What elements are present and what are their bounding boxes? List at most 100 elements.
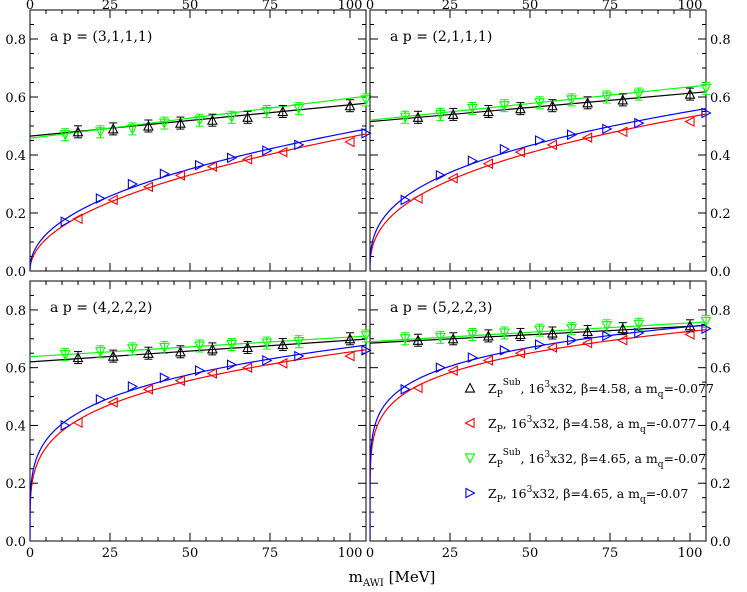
data-point (226, 112, 238, 123)
fit-line (370, 324, 706, 541)
data-point (277, 146, 288, 158)
x-tick-label-top: 25 (102, 0, 119, 13)
y-tick-label-right: 0.8 (710, 33, 731, 48)
data-point (534, 339, 546, 350)
data-point (482, 330, 494, 341)
y-tick-label-left: 0.8 (5, 304, 26, 319)
y-tick-label-right: 0.8 (710, 304, 731, 319)
x-tick-label-bottom: 50 (522, 546, 539, 561)
fit-line (370, 324, 706, 344)
data-point (159, 168, 171, 180)
data-point (399, 112, 411, 123)
panel-3: 0 25 50 75 100 0.0 0.2 0.4 0.6 0.8 a p = (4,2,2,2) (5, 280, 372, 561)
data-point (262, 355, 273, 366)
data-point (107, 350, 119, 361)
data-point (435, 362, 447, 374)
x-tick-label-top: 75 (262, 0, 279, 13)
data-point (107, 123, 119, 134)
data-point (602, 330, 613, 342)
data-point (534, 135, 546, 146)
x-axis-label-sub: AWI (362, 578, 384, 588)
data-point (400, 194, 411, 206)
data-point (634, 117, 645, 129)
legend: ZPSub, 163x32, β=4.58, a mq=-0.077 ZP, 16… (464, 378, 714, 505)
x-tick-label-bottom: 75 (602, 546, 619, 561)
x-tick-label-bottom: 75 (262, 546, 279, 561)
fit-line (30, 95, 366, 139)
fit-line (370, 107, 706, 271)
legend-marker (465, 487, 476, 499)
y-tick-label-right: 0.0 (710, 265, 731, 280)
data-point (126, 344, 138, 355)
data-point (546, 342, 558, 353)
data-point (412, 193, 423, 204)
data-point (582, 325, 594, 337)
y-tick-label-right: 0.4 (710, 419, 731, 434)
x-tick-label-top: 0 (366, 0, 374, 13)
data-point (466, 329, 478, 341)
data-point (242, 111, 254, 122)
data-point (534, 325, 546, 336)
data-point (344, 136, 355, 148)
data-point (127, 178, 139, 190)
data-point (60, 216, 71, 228)
panels-layer: 0 25 50 75 100 0.0 0.2 0.4 0.6 0.8 a p = (3,1,1,1)… (5, 0, 730, 561)
y-tick-label-left: 0.8 (5, 33, 26, 48)
fit-line (370, 329, 706, 541)
data-point (361, 344, 372, 356)
data-point (194, 341, 206, 352)
data-point (241, 362, 253, 374)
data-point (482, 355, 494, 366)
x-axis-label-unit: [MeV] (384, 568, 436, 586)
data-point (581, 132, 593, 144)
data-point (277, 105, 289, 117)
data-point (412, 334, 424, 345)
data-point (617, 94, 629, 105)
legend-marker (464, 453, 476, 464)
data-point (617, 126, 628, 138)
data-point (261, 106, 273, 118)
data-point (95, 193, 107, 204)
data-point (72, 417, 83, 428)
data-point (293, 337, 305, 348)
data-point (194, 115, 206, 126)
x-tick-label-top: 50 (182, 0, 199, 13)
data-point (399, 334, 411, 345)
fit-line (30, 349, 366, 541)
data-point (514, 328, 526, 340)
data-point (566, 95, 578, 106)
data-point (174, 169, 185, 181)
panel-label: a p = (4,2,2,2) (50, 300, 152, 316)
data-point (633, 319, 645, 331)
panel-2: 0 25 50 75 100 0.0 0.2 0.4 0.6 0.8 a p = (2,1,1,1) (366, 0, 731, 280)
data-point (684, 88, 696, 99)
data-point (277, 338, 289, 350)
data-point (499, 143, 511, 155)
data-point (227, 152, 238, 164)
x-tick-label-bottom: 100 (678, 546, 703, 561)
data-point (261, 338, 273, 349)
fit-line (370, 113, 706, 271)
data-point (617, 322, 629, 334)
data-point (466, 104, 478, 115)
fit-curves (370, 321, 706, 541)
data-point (206, 343, 218, 354)
data-point (344, 333, 356, 344)
x-axis-label: mAWI [MeV] (349, 568, 436, 588)
data-point (158, 118, 170, 129)
fit-line (30, 338, 366, 363)
x-tick-label-top: 75 (602, 0, 619, 13)
y-tick-label-right: 0.2 (710, 477, 731, 492)
data-point (467, 155, 479, 167)
data-point (412, 111, 424, 122)
data-point (174, 346, 186, 357)
data-point (566, 324, 578, 335)
data-point (241, 153, 253, 165)
data-point (360, 331, 372, 342)
data-point (700, 83, 712, 94)
fit-line (30, 128, 366, 271)
fit-line (30, 133, 366, 271)
data-point (360, 95, 372, 106)
legend-marker (464, 382, 476, 393)
